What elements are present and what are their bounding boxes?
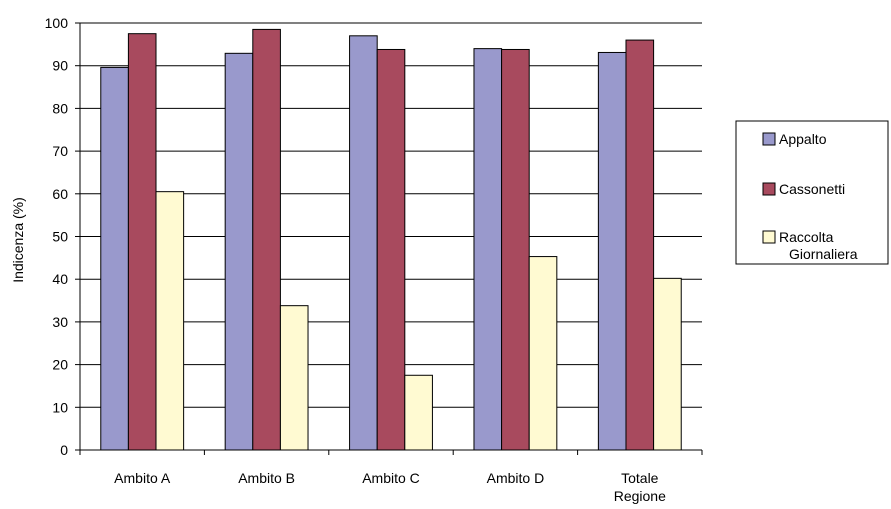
x-tick-labels: Ambito A Ambito B Ambito C Ambito D Totale Re… bbox=[114, 470, 666, 504]
y-tick-label: 0 bbox=[60, 442, 68, 458]
bar bbox=[528, 256, 558, 451]
y-tick-label: 80 bbox=[52, 100, 68, 116]
y-axis-title: Indicenza (%) bbox=[10, 197, 26, 283]
legend-label: Cassonetti bbox=[779, 181, 845, 197]
y-tick-labels: 0 10 20 30 40 50 60 70 80 90 100 bbox=[45, 15, 69, 458]
bar bbox=[376, 48, 406, 451]
x-tick-label: Regione bbox=[614, 488, 666, 504]
legend-box bbox=[735, 120, 889, 265]
bar bbox=[473, 48, 503, 451]
bar bbox=[127, 33, 157, 451]
bar bbox=[404, 374, 433, 451]
x-tick-label: Ambito D bbox=[487, 470, 545, 486]
x-tick-label: Totale bbox=[621, 470, 659, 486]
bar bbox=[597, 51, 627, 451]
bar bbox=[625, 39, 655, 451]
y-tick-label: 70 bbox=[52, 143, 68, 159]
x-tick-label: Ambito C bbox=[362, 470, 420, 486]
y-tick-label: 100 bbox=[45, 15, 69, 31]
y-tick-label: 50 bbox=[52, 229, 68, 245]
y-tick-label: 90 bbox=[52, 58, 68, 74]
axes bbox=[75, 22, 703, 455]
x-tick-label: Ambito A bbox=[114, 470, 171, 486]
y-tick-label: 60 bbox=[52, 186, 68, 202]
x-tick-label: Ambito B bbox=[238, 470, 295, 486]
legend-swatch bbox=[762, 132, 776, 146]
bar bbox=[653, 277, 682, 451]
bar bbox=[501, 48, 530, 451]
legend-label: Appalto bbox=[779, 131, 827, 147]
bar bbox=[279, 305, 309, 451]
legend-label: Giornaliera bbox=[789, 246, 858, 262]
y-tick-label: 20 bbox=[52, 357, 68, 373]
y-tick-label: 40 bbox=[52, 271, 68, 287]
bar bbox=[100, 66, 129, 451]
bar bbox=[224, 52, 254, 451]
y-tick-label: 30 bbox=[52, 314, 68, 330]
legend-label: Raccolta bbox=[779, 229, 834, 245]
bars bbox=[100, 28, 682, 451]
bar bbox=[252, 28, 281, 451]
bar bbox=[349, 35, 378, 451]
legend-swatch bbox=[762, 182, 776, 196]
bar bbox=[155, 191, 185, 451]
legend-swatch bbox=[762, 230, 776, 244]
y-tick-label: 10 bbox=[52, 399, 68, 415]
